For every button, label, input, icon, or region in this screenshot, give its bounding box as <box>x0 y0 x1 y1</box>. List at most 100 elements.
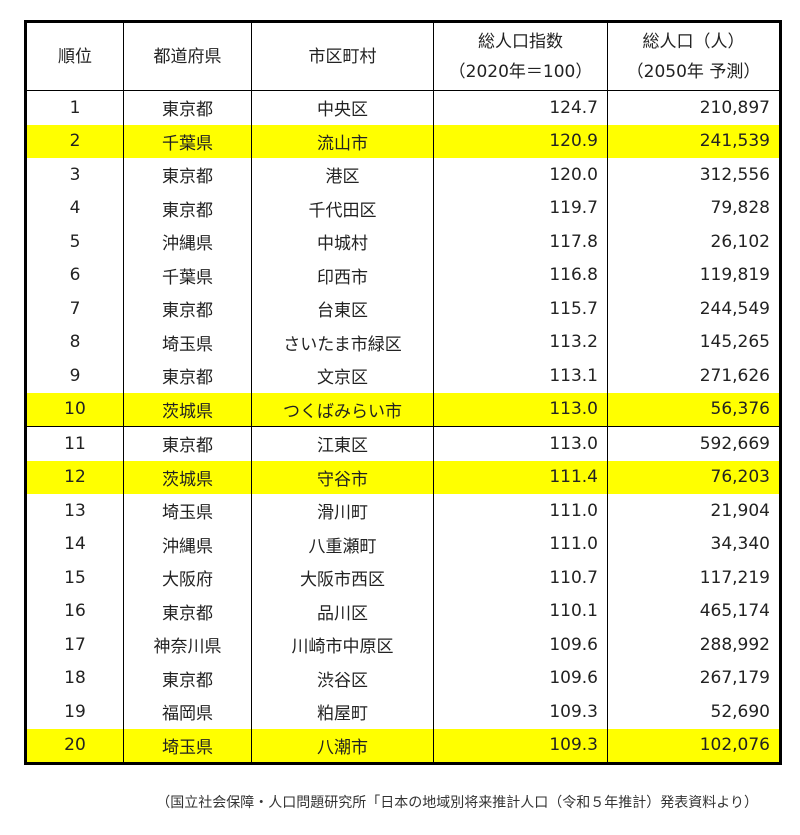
prefecture-cell: 神奈川県 <box>123 628 252 662</box>
rank-cell: 10 <box>25 392 124 427</box>
header-municipality: 市区町村 <box>251 21 434 91</box>
municipality-cell: 江東区 <box>251 426 434 461</box>
rank-cell: 6 <box>25 258 124 292</box>
prefecture-cell: 東京都 <box>123 90 252 125</box>
rank-cell: 11 <box>25 426 124 461</box>
prefecture-cell: 埼玉県 <box>123 325 252 359</box>
population-index-cell: 115.7 <box>433 292 608 326</box>
population-index-cell: 109.6 <box>433 628 608 662</box>
table-row: 18 東京都 渋谷区 109.6 267,179 <box>25 661 781 695</box>
population-index-cell: 120.9 <box>433 124 608 158</box>
table-body: 1 東京都 中央区 124.7 210,897 2 千葉県 流山市 120.9 241,539 3 東… <box>25 90 781 764</box>
prefecture-cell: 千葉県 <box>123 124 252 158</box>
population-index-cell: 113.2 <box>433 325 608 359</box>
total-population-cell: 592,669 <box>607 426 781 461</box>
municipality-cell: 滑川町 <box>251 494 434 528</box>
prefecture-cell: 埼玉県 <box>123 494 252 528</box>
table-row: 13 埼玉県 滑川町 111.0 21,904 <box>25 494 781 528</box>
rank-cell: 16 <box>25 594 124 628</box>
total-population-cell: 267,179 <box>607 661 781 695</box>
prefecture-cell: 東京都 <box>123 594 252 628</box>
rank-cell: 12 <box>25 460 124 494</box>
municipality-cell: 流山市 <box>251 124 434 158</box>
total-population-cell: 271,626 <box>607 359 781 393</box>
table-row: 11 東京都 江東区 113.0 592,669 <box>25 426 781 461</box>
rank-cell: 20 <box>25 728 124 764</box>
population-index-cell: 111.4 <box>433 460 608 494</box>
rank-cell: 5 <box>25 225 124 259</box>
total-population-cell: 102,076 <box>607 728 781 764</box>
prefecture-cell: 茨城県 <box>123 460 252 494</box>
total-population-cell: 145,265 <box>607 325 781 359</box>
municipality-cell: さいたま市緑区 <box>251 325 434 359</box>
total-population-cell: 52,690 <box>607 695 781 729</box>
rank-cell: 4 <box>25 191 124 225</box>
rank-cell: 3 <box>25 158 124 192</box>
header-pop-note: （2050年 予測） <box>626 61 761 82</box>
table-row: 16 東京都 品川区 110.1 465,174 <box>25 594 781 628</box>
municipality-cell: つくばみらい市 <box>251 392 434 427</box>
ranking-table: 順位 都道府県 市区町村 総人口指数 （2020年＝100） 総人口（人） （2… <box>24 20 782 765</box>
population-index-cell: 120.0 <box>433 158 608 192</box>
prefecture-cell: 東京都 <box>123 661 252 695</box>
prefecture-cell: 東京都 <box>123 292 252 326</box>
source-note: （国立社会保障・人口問題研究所「日本の地域別将来推計人口（令和５年推計）発表資料… <box>156 795 758 811</box>
total-population-cell: 21,904 <box>607 494 781 528</box>
table-row: 19 福岡県 粕屋町 109.3 52,690 <box>25 695 781 729</box>
prefecture-cell: 千葉県 <box>123 258 252 292</box>
table-row: 14 沖縄県 八重瀬町 111.0 34,340 <box>25 527 781 561</box>
population-index-cell: 117.8 <box>433 225 608 259</box>
municipality-cell: 千代田区 <box>251 191 434 225</box>
prefecture-cell: 東京都 <box>123 191 252 225</box>
total-population-cell: 465,174 <box>607 594 781 628</box>
header-pop-title: 総人口（人） <box>642 31 745 52</box>
total-population-cell: 244,549 <box>607 292 781 326</box>
municipality-cell: 大阪市西区 <box>251 561 434 595</box>
table-row: 5 沖縄県 中城村 117.8 26,102 <box>25 225 781 259</box>
prefecture-cell: 沖縄県 <box>123 527 252 561</box>
table-row: 6 千葉県 印西市 116.8 119,819 <box>25 258 781 292</box>
rank-cell: 13 <box>25 494 124 528</box>
population-index-cell: 109.3 <box>433 695 608 729</box>
prefecture-cell: 福岡県 <box>123 695 252 729</box>
rank-cell: 1 <box>25 90 124 125</box>
municipality-cell: 八潮市 <box>251 728 434 764</box>
municipality-cell: 中央区 <box>251 90 434 125</box>
table-row: 9 東京都 文京区 113.1 271,626 <box>25 359 781 393</box>
header-prefecture: 都道府県 <box>123 21 252 91</box>
header-rank: 順位 <box>25 21 124 91</box>
header-index-note: （2020年＝100） <box>448 61 593 82</box>
municipality-cell: 港区 <box>251 158 434 192</box>
population-index-cell: 110.1 <box>433 594 608 628</box>
table-row: 10 茨城県 つくばみらい市 113.0 56,376 <box>25 392 781 427</box>
total-population-cell: 79,828 <box>607 191 781 225</box>
population-index-cell: 113.0 <box>433 426 608 461</box>
municipality-cell: 八重瀬町 <box>251 527 434 561</box>
total-population-cell: 210,897 <box>607 90 781 125</box>
rank-cell: 18 <box>25 661 124 695</box>
population-index-cell: 109.6 <box>433 661 608 695</box>
municipality-cell: 文京区 <box>251 359 434 393</box>
total-population-cell: 117,219 <box>607 561 781 595</box>
header-index-title: 総人口指数 <box>478 31 563 52</box>
prefecture-cell: 大阪府 <box>123 561 252 595</box>
municipality-cell: 渋谷区 <box>251 661 434 695</box>
municipality-cell: 中城村 <box>251 225 434 259</box>
municipality-cell: 守谷市 <box>251 460 434 494</box>
rank-cell: 9 <box>25 359 124 393</box>
rank-cell: 19 <box>25 695 124 729</box>
table-row: 3 東京都 港区 120.0 312,556 <box>25 158 781 192</box>
total-population-cell: 288,992 <box>607 628 781 662</box>
population-index-cell: 111.0 <box>433 494 608 528</box>
prefecture-cell: 茨城県 <box>123 392 252 427</box>
total-population-cell: 76,203 <box>607 460 781 494</box>
total-population-cell: 26,102 <box>607 225 781 259</box>
rank-cell: 7 <box>25 292 124 326</box>
rank-cell: 15 <box>25 561 124 595</box>
municipality-cell: 粕屋町 <box>251 695 434 729</box>
population-index-cell: 109.3 <box>433 728 608 764</box>
table-row: 7 東京都 台東区 115.7 244,549 <box>25 292 781 326</box>
rank-cell: 17 <box>25 628 124 662</box>
table-row: 2 千葉県 流山市 120.9 241,539 <box>25 124 781 158</box>
rank-cell: 8 <box>25 325 124 359</box>
